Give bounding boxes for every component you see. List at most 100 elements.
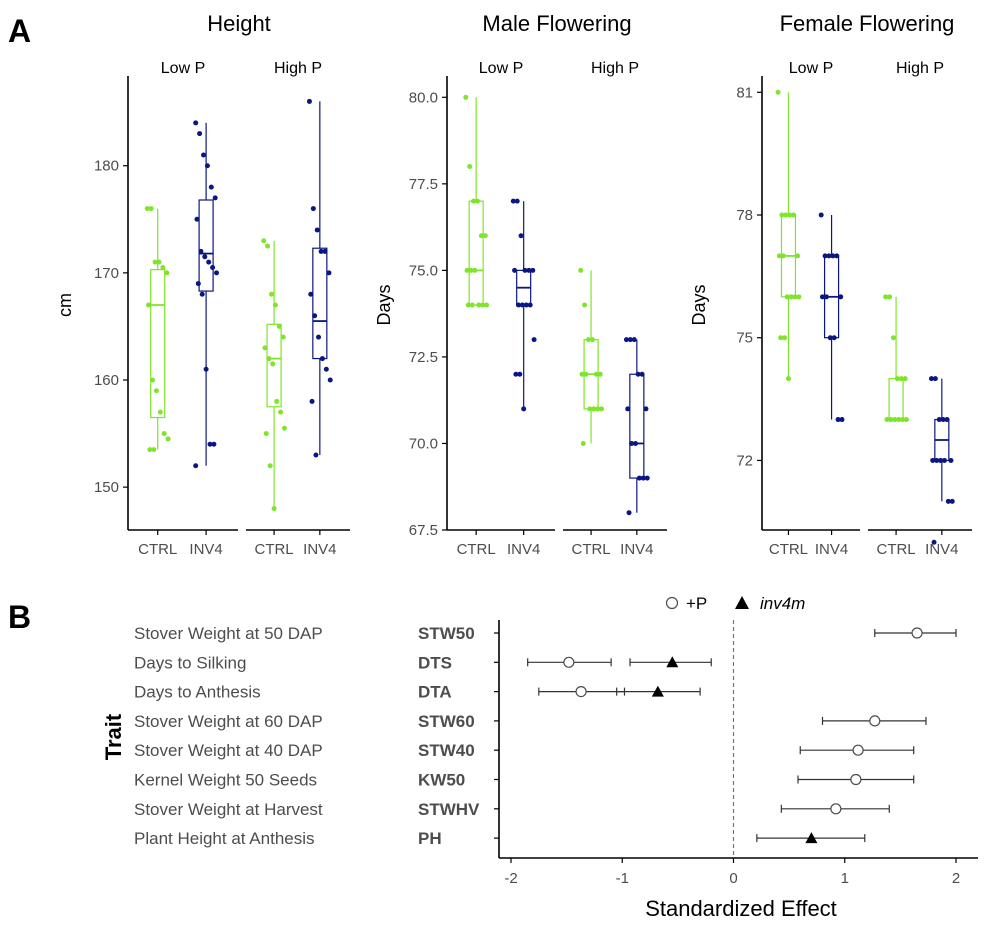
- y-axis-title: cm: [55, 293, 75, 317]
- data-point: [827, 335, 833, 341]
- data-point: [627, 337, 633, 343]
- panel-title: Height: [207, 11, 271, 36]
- box-iqr: [888, 378, 904, 421]
- y-tick-label: 150: [94, 479, 119, 496]
- data-point: [948, 457, 954, 463]
- data-point: [884, 417, 890, 423]
- data-point: [597, 371, 603, 377]
- data-point: [838, 294, 844, 300]
- data-point: [888, 417, 894, 423]
- data-point: [587, 406, 593, 412]
- data-point: [160, 265, 166, 270]
- data-point: [791, 212, 797, 218]
- data-point: [580, 440, 586, 446]
- data-point: [830, 253, 836, 259]
- facet-label: High P: [591, 60, 639, 77]
- y-tick-label: 180: [94, 158, 119, 175]
- data-point: [898, 376, 904, 382]
- data-point: [157, 409, 163, 415]
- data-point: [890, 335, 896, 341]
- x-tick-label: -1: [616, 870, 629, 887]
- box-iqr: [312, 247, 328, 360]
- panel-label-a: A: [8, 13, 31, 49]
- legend-key-inv4m: [735, 596, 749, 609]
- data-point: [626, 510, 632, 516]
- data-point: [474, 198, 480, 204]
- data-point: [644, 475, 650, 481]
- data-point: [271, 506, 277, 512]
- data-point: [194, 216, 200, 222]
- data-point: [945, 498, 951, 504]
- data-point: [835, 417, 841, 423]
- legend-label-inv4m: inv4m: [760, 594, 805, 613]
- data-point: [147, 447, 153, 453]
- data-point: [280, 334, 286, 340]
- legend-key-plus-p: [665, 596, 679, 610]
- data-point: [938, 457, 944, 463]
- data-point: [278, 409, 284, 415]
- data-point: [643, 406, 649, 412]
- estimate-point-plus-p: [911, 627, 923, 639]
- estimate-point-plus-p: [563, 656, 575, 668]
- trait-row-dts: Days to Silking DTS: [134, 653, 712, 672]
- data-point: [932, 376, 938, 382]
- facet-label: Low P: [789, 60, 833, 77]
- data-point: [156, 259, 162, 265]
- data-point: [522, 267, 528, 273]
- data-point: [468, 267, 474, 273]
- x-tick-label: INV4: [303, 541, 336, 558]
- data-point: [521, 406, 527, 412]
- y-tick-label: 67.5: [409, 522, 438, 539]
- data-point: [639, 371, 645, 377]
- data-point: [199, 291, 205, 297]
- data-point: [310, 206, 316, 212]
- trait-row-ph: Plant Height at Anthesis PH: [134, 829, 866, 848]
- data-point: [510, 198, 516, 204]
- box-iqr: [150, 269, 166, 419]
- data-point: [788, 294, 794, 300]
- x-tick-label: 0: [729, 870, 737, 887]
- data-point: [775, 89, 781, 95]
- panel-label-b: B: [8, 599, 31, 635]
- data-point: [267, 463, 273, 469]
- data-point: [309, 398, 315, 404]
- data-point: [579, 371, 585, 377]
- y-tick-label: 75: [736, 330, 753, 347]
- data-point: [531, 337, 537, 343]
- data-point: [195, 281, 201, 287]
- data-point: [839, 417, 845, 423]
- data-point: [152, 259, 158, 265]
- data-point: [276, 323, 282, 329]
- data-point: [327, 377, 333, 383]
- trait-name: Stover Weight at Harvest: [134, 800, 323, 819]
- forest-plot-panel: +P inv4m -2 -1 0 1 2 Standardized Effect Trait St…: [101, 594, 978, 921]
- x-tick-label: 2: [952, 870, 960, 887]
- trait-row-stw40: Stover Weight at 40 DAP STW40: [134, 741, 915, 760]
- data-point: [161, 431, 167, 437]
- data-point: [940, 417, 946, 423]
- x-tick-label: -2: [504, 870, 517, 887]
- x-tick-label: CTRL: [254, 541, 293, 558]
- data-point: [164, 270, 170, 276]
- trait-name: Stover Weight at 40 DAP: [134, 741, 323, 760]
- x-tick-label: CTRL: [457, 541, 496, 558]
- trait-name: Stover Weight at 50 DAP: [134, 624, 323, 643]
- trait-name: Days to Anthesis: [134, 683, 261, 702]
- panel-height: Height 150 160 170 180 cm Low P CTRL INV4 High P C…: [55, 11, 350, 558]
- y-tick-label: 80.0: [409, 89, 438, 106]
- data-point: [478, 233, 484, 239]
- x-tick-label: CTRL: [571, 541, 610, 558]
- data-point: [949, 498, 955, 504]
- data-point: [623, 337, 629, 343]
- data-point: [201, 152, 206, 158]
- y-tick-label: 72: [736, 452, 753, 469]
- data-point: [822, 253, 828, 259]
- data-point: [148, 206, 154, 212]
- data-point: [896, 417, 902, 423]
- data-point: [203, 366, 209, 372]
- data-point: [523, 302, 529, 308]
- data-point: [887, 294, 893, 300]
- x-tick-label: INV4: [507, 541, 540, 558]
- data-point: [792, 294, 798, 300]
